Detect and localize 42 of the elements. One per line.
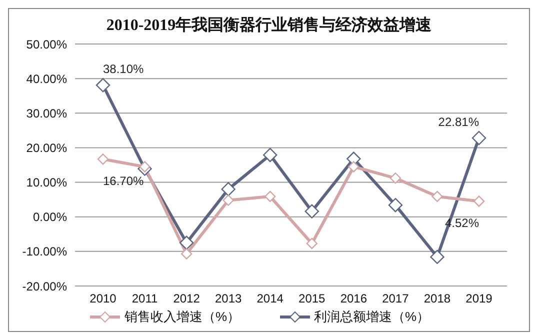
x-tick-label: 2016	[340, 292, 368, 306]
x-tick-label: 2018	[424, 292, 451, 306]
data-label: 16.70%	[103, 174, 144, 188]
x-tick-label: 2012	[173, 292, 200, 306]
legend-label: 利润总额增速（%）	[314, 308, 430, 326]
point	[306, 238, 318, 250]
y-tick-label: 20.00%	[26, 140, 68, 155]
chart-title: 2010-2019年我国衡器行业销售与经济效益增速	[105, 15, 433, 36]
x-tick-label: 2013	[214, 292, 242, 306]
x-tick-label: 2010	[90, 292, 117, 306]
point	[263, 148, 278, 162]
point	[432, 190, 443, 202]
y-tick-label: 50.00%	[26, 37, 68, 52]
point	[472, 130, 486, 146]
point	[180, 248, 192, 260]
point	[221, 182, 236, 196]
y-tick-label: -20.00%	[22, 279, 68, 294]
point	[222, 194, 234, 206]
point	[179, 236, 194, 250]
x-tick-label: 2014	[256, 292, 284, 306]
point	[304, 204, 319, 218]
legend-label: 销售收入增速（%）	[124, 308, 240, 326]
y-tick-label: 30.00%	[26, 106, 68, 120]
y-tick-label: 10.00%	[26, 176, 68, 190]
y-tick-label: -10.00%	[22, 244, 68, 259]
point	[390, 172, 402, 184]
point	[97, 154, 109, 165]
point	[264, 190, 276, 202]
x-tick-label: 2019	[466, 292, 493, 306]
y-tick-label: 0.00%	[32, 210, 68, 224]
y-tick-label: 40.00%	[26, 72, 68, 86]
point	[96, 78, 110, 92]
data-label: 38.10%	[103, 62, 144, 76]
point	[473, 196, 485, 207]
point	[388, 198, 403, 212]
x-tick-label: 2011	[132, 292, 158, 306]
point	[348, 161, 360, 172]
point	[430, 250, 444, 264]
x-tick-label: 2017	[382, 292, 410, 306]
point	[139, 161, 150, 172]
x-tick-label: 2015	[298, 292, 326, 306]
data-label: 22.81%	[438, 115, 480, 129]
